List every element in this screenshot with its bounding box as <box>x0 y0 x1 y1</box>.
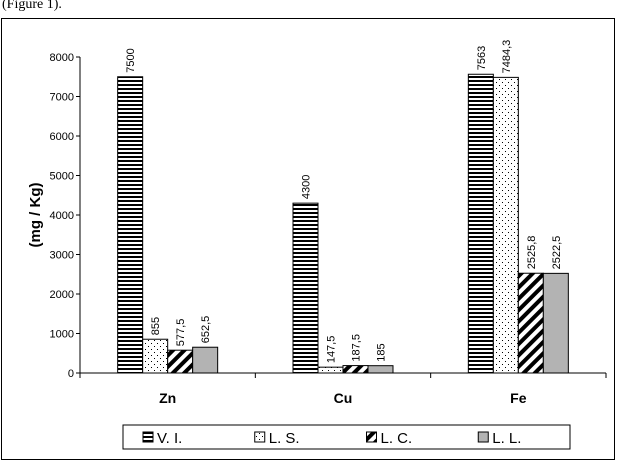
legend-box <box>122 424 571 450</box>
data-label: 7563 <box>476 46 488 70</box>
y-tick-label: 5000 <box>50 171 74 183</box>
data-label: 7500 <box>125 48 137 72</box>
y-tick-label: 7000 <box>50 92 74 104</box>
data-label: 4300 <box>301 175 313 199</box>
bar-fe-2 <box>517 272 544 374</box>
bar-cu-2 <box>342 365 369 374</box>
bar-fe-1 <box>492 76 519 374</box>
legend-swatch <box>254 431 266 443</box>
bar-cu-0 <box>292 202 319 374</box>
data-label: 185 <box>376 343 388 361</box>
data-label: 577,5 <box>175 319 187 347</box>
data-label: 2522,5 <box>551 236 563 270</box>
x-category-label: Cu <box>334 390 353 406</box>
header-fragment: (Figure 1). <box>2 0 62 12</box>
legend-label: V. I. <box>157 430 182 447</box>
legend-swatch <box>142 431 154 443</box>
bar-zn-2 <box>167 349 194 374</box>
y-tick-label: 6000 <box>50 131 74 143</box>
legend-label: L. C. <box>381 430 413 447</box>
x-category-label: Fe <box>510 390 527 406</box>
bar-cu-1 <box>317 366 344 374</box>
y-tick-label: 4000 <box>50 210 74 222</box>
legend-swatch <box>366 431 377 443</box>
legend-label: L. L. <box>492 430 521 447</box>
bar-cu-3 <box>367 365 394 374</box>
data-label: 147,5 <box>326 336 338 364</box>
data-label: 7484,3 <box>501 40 513 74</box>
y-tick-label: 3000 <box>50 250 74 262</box>
y-tick-label: 1000 <box>50 329 74 341</box>
data-label: 187,5 <box>351 334 363 362</box>
bar-fe-0 <box>467 73 494 374</box>
y-axis-label: (mg / Kg) <box>27 183 44 248</box>
bar-zn-1 <box>142 338 169 374</box>
bar-fe-3 <box>542 272 569 374</box>
y-tick-label: 8000 <box>50 52 74 64</box>
bar-zn-3 <box>192 346 219 374</box>
legend-swatch <box>477 431 489 443</box>
data-label: 855 <box>150 317 162 335</box>
y-tick-label: 0 <box>68 368 74 380</box>
legend-label: L. S. <box>269 430 300 447</box>
bar-zn-0 <box>117 76 144 374</box>
data-label: 652,5 <box>200 316 212 344</box>
y-tick-label: 2000 <box>50 289 74 301</box>
x-category-label: Zn <box>159 390 176 406</box>
data-label: 2525,8 <box>526 236 538 270</box>
